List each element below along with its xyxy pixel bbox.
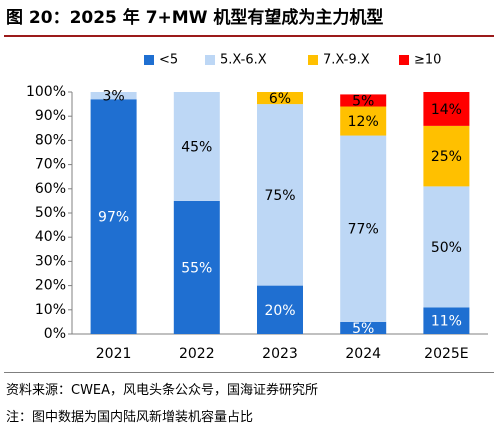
data-label: 25%: [431, 149, 462, 165]
y-tick-label: 100%: [26, 84, 66, 100]
legend-swatch: [399, 55, 409, 65]
legend-swatch: [144, 55, 154, 65]
y-tick-label: 90%: [35, 108, 66, 124]
data-label: 11%: [431, 314, 462, 330]
footer-divider: [4, 372, 494, 373]
data-label: 20%: [264, 303, 295, 319]
legend-swatch: [308, 55, 318, 65]
x-tick-label: 2021: [96, 346, 132, 362]
data-label: 75%: [264, 188, 295, 204]
x-tick-label: 2025E: [424, 346, 468, 362]
legend-label: 7.X-9.X: [323, 53, 370, 68]
bar-segment: [257, 104, 303, 286]
data-label: 3%: [102, 89, 124, 105]
y-tick-label: 80%: [35, 132, 66, 148]
chart-title: 图 20：2025 年 7+MW 机型有望成为主力机型: [6, 8, 384, 28]
y-tick-label: 50%: [35, 205, 66, 221]
bar-segment: [90, 92, 137, 100]
x-tick-label: 2022: [179, 346, 215, 362]
y-tick-label: 20%: [35, 278, 66, 294]
y-tick-label: 70%: [35, 157, 66, 173]
stacked-bar-chart: <5 5.X-6.X 7.X-9.X ≥10 0% 10% 20% 30% 40% 50% 60% 7…: [26, 53, 488, 362]
data-label: 5%: [352, 321, 374, 337]
y-tick-label: 40%: [35, 229, 66, 245]
bar-segment: [423, 186, 470, 308]
bar-segment: [257, 92, 303, 105]
x-tick-label: 2024: [345, 346, 381, 362]
bar-segment: [173, 92, 220, 201]
legend-label: <5: [159, 53, 178, 68]
bar-segment: [340, 321, 387, 334]
x-tick-label: 2023: [262, 346, 298, 362]
data-label: 97%: [98, 210, 129, 226]
bar-segment: [340, 135, 387, 322]
bar-segment: [423, 92, 470, 126]
data-label: 12%: [348, 114, 379, 130]
data-label: 5%: [352, 93, 374, 109]
legend-label: ≥10: [414, 53, 441, 68]
legend-swatch: [205, 55, 215, 65]
legend-label: 5.X-6.X: [220, 53, 267, 68]
source-note: 资料来源：CWEA，风电头条公众号，国海证券研究所: [6, 383, 319, 398]
bar-segment: [423, 307, 470, 334]
bar-segment: [173, 200, 220, 334]
data-label: 14%: [431, 102, 462, 118]
data-label: 6%: [269, 91, 291, 107]
data-label: 77%: [348, 222, 379, 238]
bar-segment: [340, 106, 387, 136]
footnote: 注：图中数据为国内陆风新增装机容量占比: [6, 410, 254, 425]
data-label: 55%: [181, 260, 212, 276]
bar-segment: [340, 94, 387, 107]
bar-segment: [423, 125, 470, 187]
data-label: 50%: [431, 240, 462, 256]
y-tick-label: 30%: [35, 253, 66, 269]
bar-segment: [90, 99, 137, 334]
y-tick-label: 10%: [35, 302, 66, 318]
bar-segment: [257, 285, 303, 334]
y-tick-label: 60%: [35, 181, 66, 197]
title-divider: [4, 35, 494, 37]
data-label: 45%: [181, 139, 212, 155]
y-tick-label: 0%: [44, 326, 66, 342]
